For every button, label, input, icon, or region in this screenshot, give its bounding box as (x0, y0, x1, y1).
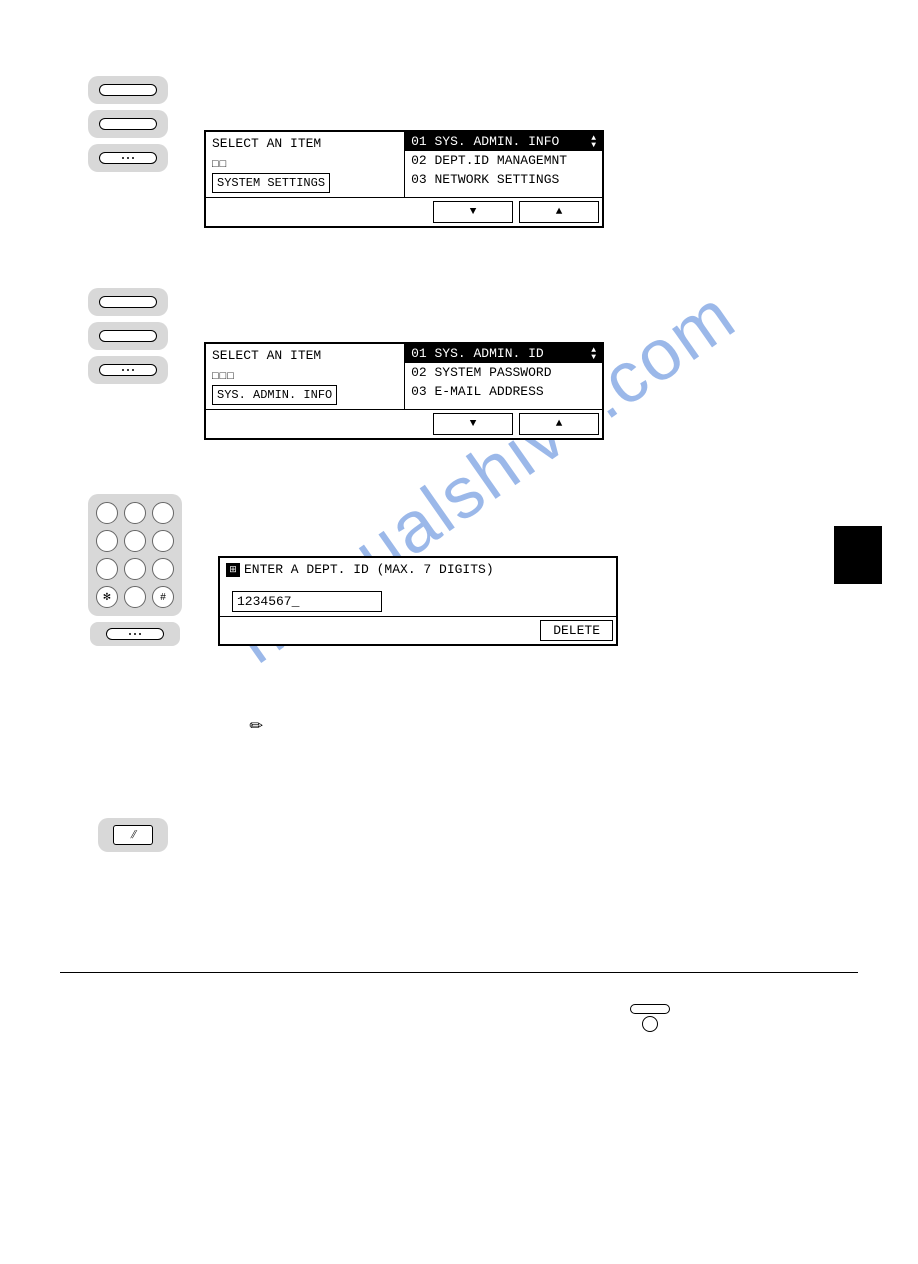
keypad-column: ✻ # (88, 494, 182, 646)
soft-button[interactable] (88, 110, 168, 138)
key[interactable] (96, 530, 118, 552)
key-star[interactable]: ✻ (96, 586, 118, 608)
breadcrumb-label: SYSTEM SETTINGS (212, 173, 330, 193)
menu-item[interactable]: 02 DEPT.ID MANAGEMNT (405, 151, 602, 170)
dept-id-field[interactable]: 1234567_ (232, 591, 382, 612)
menu-item[interactable]: 03 E-MAIL ADDRESS (405, 382, 602, 401)
menu-item[interactable]: 02 SYSTEM PASSWORD (405, 363, 602, 382)
breadcrumb-dots: □□□ (212, 371, 398, 383)
reset-button[interactable]: ⫽ (98, 818, 168, 852)
reset-slash-icon: ⫽ (113, 825, 153, 845)
footer-rule (60, 972, 858, 973)
numeric-keypad: ✻ # (88, 494, 182, 616)
nav-down-button[interactable]: ▼ (433, 413, 513, 435)
nav-up-button[interactable]: ▲ (519, 201, 599, 223)
lcd-entry-screen: ⊞ ENTER A DEPT. ID (MAX. 7 DIGITS) 12345… (218, 556, 618, 646)
breadcrumb-label: SYS. ADMIN. INFO (212, 385, 337, 405)
nav-down-button[interactable]: ▼ (433, 201, 513, 223)
key[interactable] (152, 530, 174, 552)
key[interactable] (96, 558, 118, 580)
menu-item-selected[interactable]: 01 SYS. ADMIN. ID ▲▼ (405, 344, 602, 363)
lcd-prompt: SELECT AN ITEM (212, 348, 398, 363)
nav-up-button[interactable]: ▲ (519, 413, 599, 435)
key-hash[interactable]: # (152, 586, 174, 608)
lcd-screen: SELECT AN ITEM □□□ SYS. ADMIN. INFO 01 S… (204, 342, 604, 440)
ok-button[interactable] (90, 622, 180, 646)
lcd-prompt: SELECT AN ITEM (212, 136, 398, 151)
scroll-indicator: ▲▼ (591, 347, 596, 361)
entry-prompt: ENTER A DEPT. ID (MAX. 7 DIGITS) (244, 562, 494, 577)
note-pencil-icon: ✎ (245, 714, 269, 738)
soft-button[interactable] (88, 288, 168, 316)
ok-button[interactable] (88, 356, 168, 384)
key[interactable] (124, 586, 146, 608)
soft-button[interactable] (88, 322, 168, 350)
key[interactable] (96, 502, 118, 524)
key[interactable] (152, 502, 174, 524)
delete-button[interactable]: DELETE (540, 620, 613, 641)
key[interactable] (152, 558, 174, 580)
breadcrumb-dots: □□ (212, 159, 398, 171)
keypad-icon: ⊞ (226, 563, 240, 577)
button-stack (88, 288, 168, 390)
key[interactable] (124, 502, 146, 524)
lcd-screen: SELECT AN ITEM □□ SYSTEM SETTINGS 01 SYS… (204, 130, 604, 228)
key[interactable] (124, 558, 146, 580)
button-stack (88, 76, 168, 178)
id-key-button[interactable] (630, 1004, 670, 1032)
key[interactable] (124, 530, 146, 552)
side-tab (834, 526, 882, 584)
soft-button[interactable] (88, 76, 168, 104)
scroll-indicator: ▲▼ (591, 135, 596, 149)
menu-item-selected[interactable]: 01 SYS. ADMIN. INFO ▲▼ (405, 132, 602, 151)
menu-item[interactable]: 03 NETWORK SETTINGS (405, 170, 602, 189)
ok-button[interactable] (88, 144, 168, 172)
